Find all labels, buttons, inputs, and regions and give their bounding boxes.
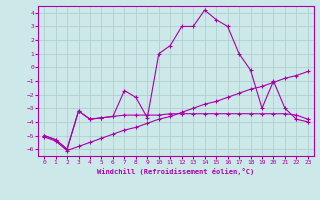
X-axis label: Windchill (Refroidissement éolien,°C): Windchill (Refroidissement éolien,°C) — [97, 168, 255, 175]
